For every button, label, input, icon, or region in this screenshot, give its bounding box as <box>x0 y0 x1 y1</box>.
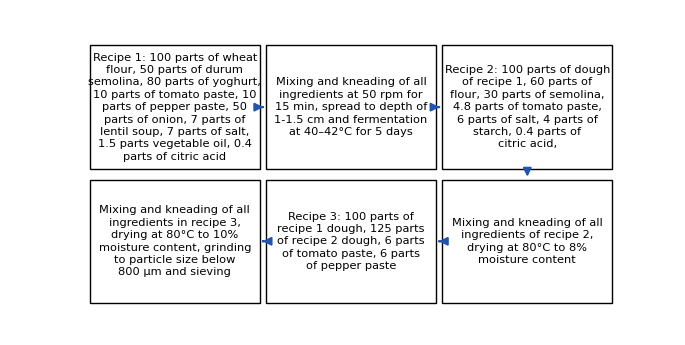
Bar <box>90 46 260 169</box>
Text: Mixing and kneading of all
ingredients in recipe 3,
drying at 80°C to 10%
moistu: Mixing and kneading of all ingredients i… <box>99 205 251 277</box>
Bar <box>443 46 612 169</box>
Text: Mixing and kneading of all
ingredients of recipe 2,
drying at 80°C to 8%
moistur: Mixing and kneading of all ingredients o… <box>452 218 603 265</box>
Bar <box>266 179 436 303</box>
Bar <box>443 179 612 303</box>
Text: Mixing and kneading of all
ingredients at 50 rpm for
15 min, spread to depth of
: Mixing and kneading of all ingredients a… <box>275 77 427 137</box>
Text: Recipe 3: 100 parts of
recipe 1 dough, 125 parts
of recipe 2 dough, 6 parts
of t: Recipe 3: 100 parts of recipe 1 dough, 1… <box>277 211 425 271</box>
Text: Recipe 1: 100 parts of wheat
flour, 50 parts of durum
semolina, 80 parts of yogh: Recipe 1: 100 parts of wheat flour, 50 p… <box>88 52 261 162</box>
Bar <box>90 179 260 303</box>
Text: Recipe 2: 100 parts of dough
of recipe 1, 60 parts of
flour, 30 parts of semolin: Recipe 2: 100 parts of dough of recipe 1… <box>445 65 610 149</box>
Bar <box>266 46 436 169</box>
